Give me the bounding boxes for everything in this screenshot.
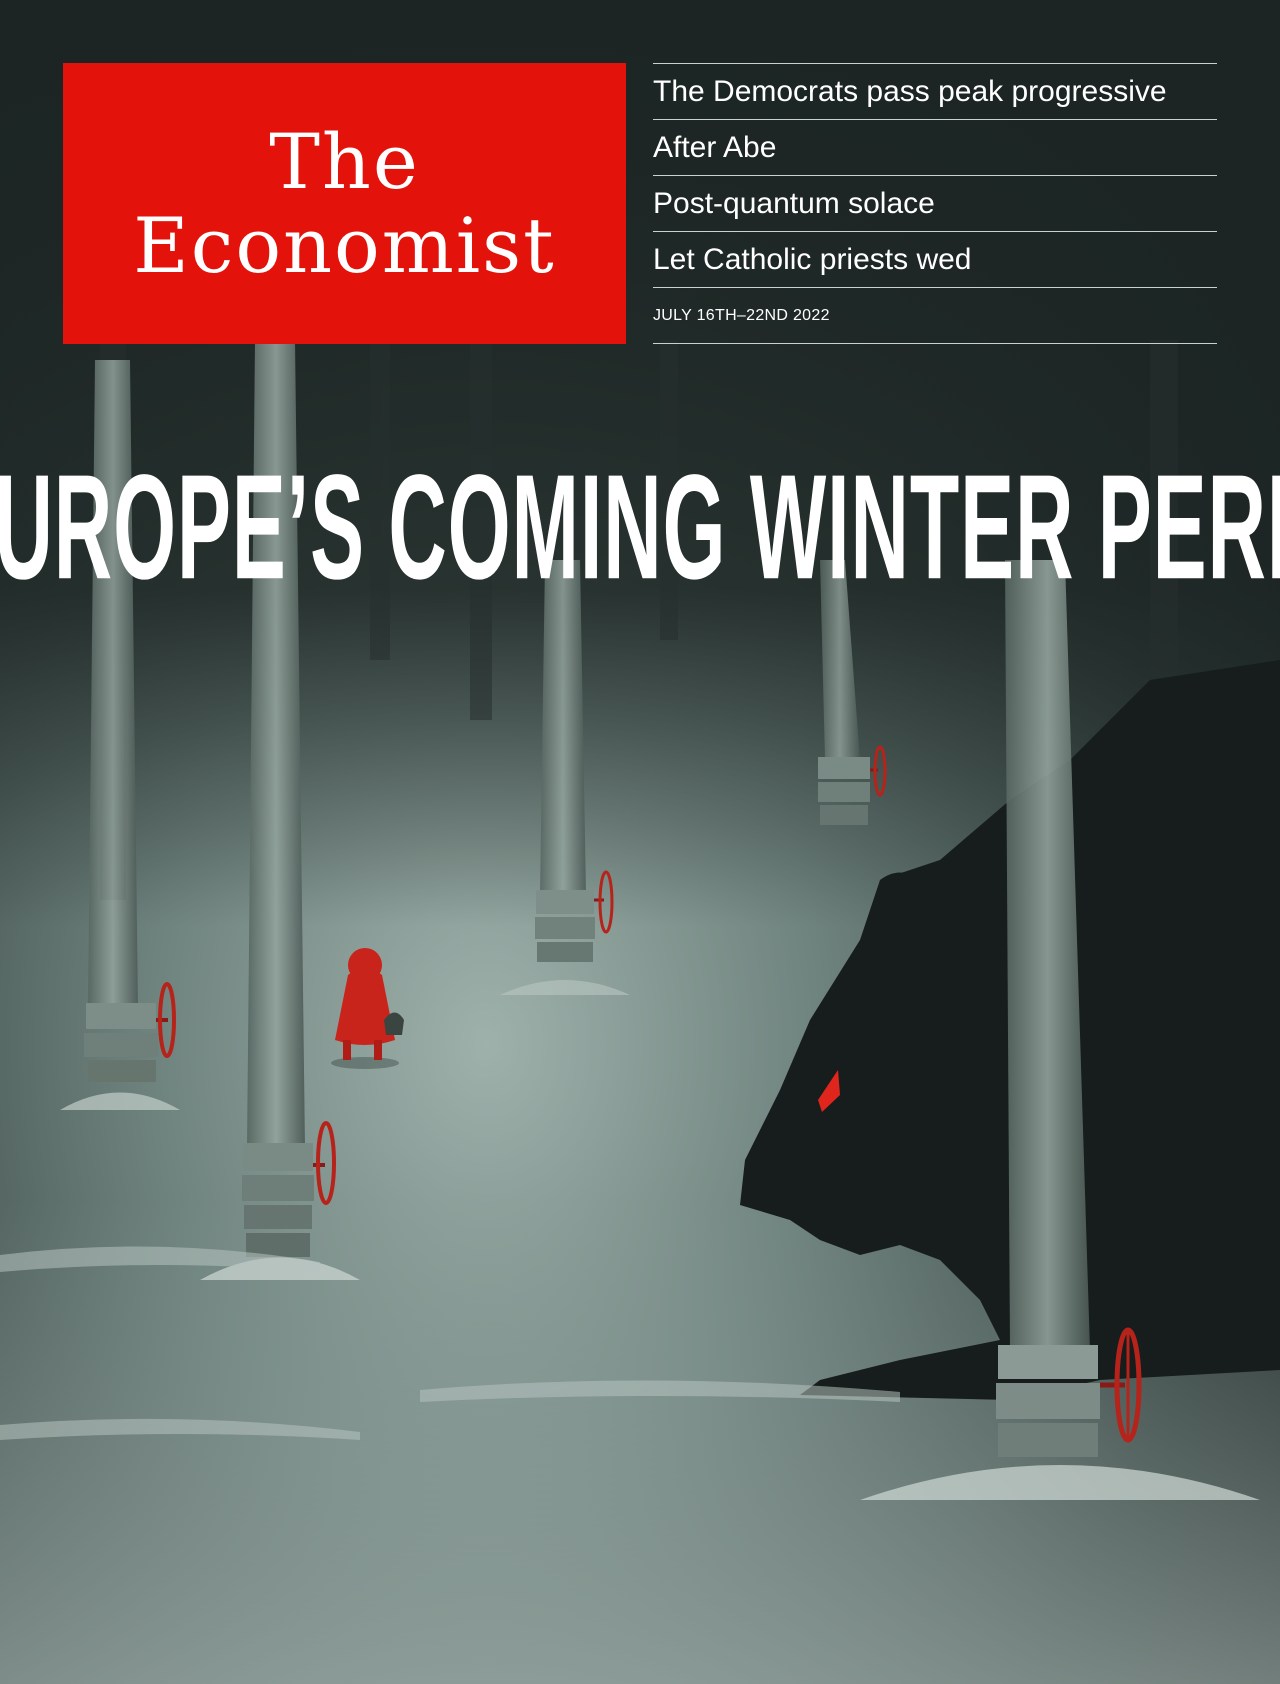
masthead-line-1: The bbox=[269, 116, 420, 206]
pipe-right-back bbox=[818, 560, 887, 825]
headline-item[interactable]: After Abe bbox=[653, 119, 1217, 175]
pipe-front-right bbox=[860, 560, 1260, 1500]
headline-item[interactable]: Let Catholic priests wed bbox=[653, 231, 1217, 287]
girl-in-red-cloak bbox=[331, 948, 404, 1069]
headline-item[interactable]: The Democrats pass peak progressive bbox=[653, 63, 1217, 119]
pipe-center bbox=[500, 560, 630, 995]
headline-list: The Democrats pass peak progressive Afte… bbox=[653, 63, 1217, 344]
bear-eye bbox=[818, 1070, 840, 1112]
issue-date: JULY 16TH–22ND 2022 bbox=[653, 287, 1217, 344]
cover-headline: EUROPE’S COMING WINTER PERIL bbox=[0, 448, 1280, 608]
masthead-line-2: Economist bbox=[133, 200, 556, 290]
masthead-logo: The Economist bbox=[63, 63, 626, 344]
cover-headline-text: EUROPE’S COMING WINTER PERIL bbox=[0, 445, 1280, 611]
pipe-left bbox=[60, 360, 180, 1110]
headline-item[interactable]: Post-quantum solace bbox=[653, 175, 1217, 231]
snow-drifts bbox=[0, 1246, 900, 1440]
